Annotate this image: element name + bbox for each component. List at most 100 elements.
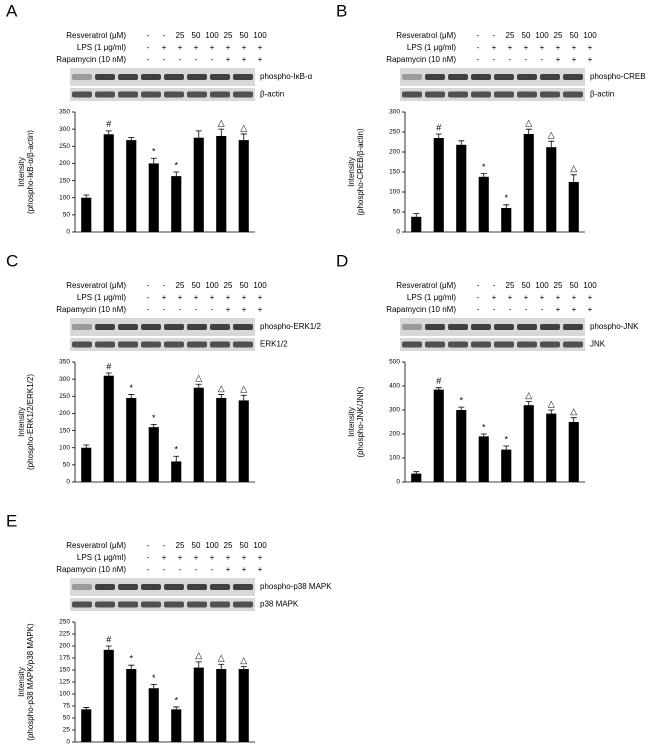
treatment-value: + [226, 55, 231, 64]
y-axis-label: (phospho-CREB/β-actin) [356, 128, 365, 216]
bar [433, 389, 444, 482]
significance-mark: * [482, 162, 486, 172]
error-bar [83, 444, 90, 448]
treatment-value: + [258, 55, 263, 64]
treatment-value: - [477, 43, 480, 52]
y-tick-label: 125 [59, 679, 70, 686]
significance-mark: △ [218, 383, 225, 393]
blot-band [233, 601, 253, 608]
treatment-value: 50 [240, 541, 249, 550]
bar [478, 436, 489, 482]
blot-band [95, 601, 115, 608]
treatment-value: - [493, 305, 496, 314]
bar [523, 134, 534, 232]
treatment-value: - [147, 293, 150, 302]
bar [81, 197, 92, 232]
blot-band [187, 341, 207, 348]
treatment-value: - [477, 305, 480, 314]
y-tick-label: 100 [59, 444, 70, 451]
significance-mark: △ [240, 655, 247, 665]
y-axis-label: (phospho-IκB-α/β-actin) [26, 130, 35, 214]
y-tick-label: 100 [389, 189, 400, 196]
blot-band [233, 324, 253, 330]
bar [478, 176, 489, 232]
error-bar [128, 136, 135, 141]
panel: A Resveratrol (μM) - - 25 50 100 25 50 100 LPS (1 … [6, 1, 313, 235]
treatment-value: + [210, 293, 215, 302]
y-tick-label: 250 [59, 393, 70, 400]
y-axis-label: Intensity [17, 157, 26, 187]
significance-mark: △ [195, 650, 202, 660]
panel-letter: A [6, 1, 18, 20]
error-bar [195, 130, 202, 138]
bar [456, 144, 467, 232]
bar [148, 163, 159, 232]
treatment-value: 50 [570, 31, 579, 40]
bar [171, 709, 182, 742]
error-bar [480, 173, 487, 177]
treatment-value: + [242, 43, 247, 52]
treatment-value: + [226, 553, 231, 562]
error-bar [480, 433, 487, 437]
panel-letter: C [6, 251, 18, 270]
treatment-value: + [572, 305, 577, 314]
y-tick-label: 200 [59, 643, 70, 650]
treatment-value: + [162, 553, 167, 562]
y-tick-label: 75 [63, 703, 71, 710]
treatment-value: + [258, 305, 263, 314]
blot-band [95, 341, 115, 348]
blot-band [118, 341, 138, 348]
treatment-label: Rapamycin (10 nM) [386, 305, 456, 314]
significance-mark: △ [548, 130, 555, 140]
significance-mark: * [504, 434, 508, 444]
bar [148, 688, 159, 742]
significance-mark: * [129, 383, 133, 393]
bar [411, 473, 422, 482]
treatment-value: - [179, 55, 182, 64]
significance-mark: △ [525, 390, 532, 400]
treatment-value: - [211, 305, 214, 314]
error-bar [173, 171, 180, 177]
treatment-value: - [477, 31, 480, 40]
significance-mark: △ [240, 122, 247, 132]
blot-band [141, 341, 161, 348]
significance-mark: * [152, 413, 156, 423]
bar [193, 137, 204, 232]
blot-band [210, 324, 230, 330]
y-tick-label: 250 [59, 619, 70, 626]
blot-band [540, 341, 560, 348]
y-tick-label: 50 [63, 212, 71, 219]
blot-label: ERK1/2 [260, 340, 288, 349]
treatment-label: LPS (1 μg/ml) [77, 43, 126, 52]
blot-band [72, 341, 92, 348]
bar [193, 387, 204, 482]
y-axis-label: Intensity [347, 407, 356, 437]
bar [238, 140, 249, 232]
significance-mark: # [106, 361, 111, 371]
panel-letter: E [6, 511, 17, 530]
treatment-value: - [147, 31, 150, 40]
treatment-label: Rapamycin (10 nM) [56, 55, 126, 64]
significance-mark: * [482, 422, 486, 432]
treatment-value: 100 [583, 31, 597, 40]
error-bar [503, 445, 510, 450]
blot-band [402, 74, 422, 80]
treatment-value: + [492, 293, 497, 302]
significance-mark: △ [240, 384, 247, 394]
treatment-value: + [258, 293, 263, 302]
bar [501, 449, 512, 482]
blot-band [425, 91, 445, 98]
blot-band [118, 324, 138, 330]
treatment-value: - [477, 293, 480, 302]
treatment-label: Resveratrol (μM) [66, 281, 126, 290]
error-bar [150, 157, 157, 164]
blot-band [72, 324, 92, 330]
treatment-value: + [572, 55, 577, 64]
treatment-value: + [194, 553, 199, 562]
error-bar [240, 666, 247, 670]
treatment-value: - [525, 55, 528, 64]
blot-band [187, 584, 207, 590]
treatment-value: - [179, 565, 182, 574]
treatment-value: 100 [253, 281, 267, 290]
